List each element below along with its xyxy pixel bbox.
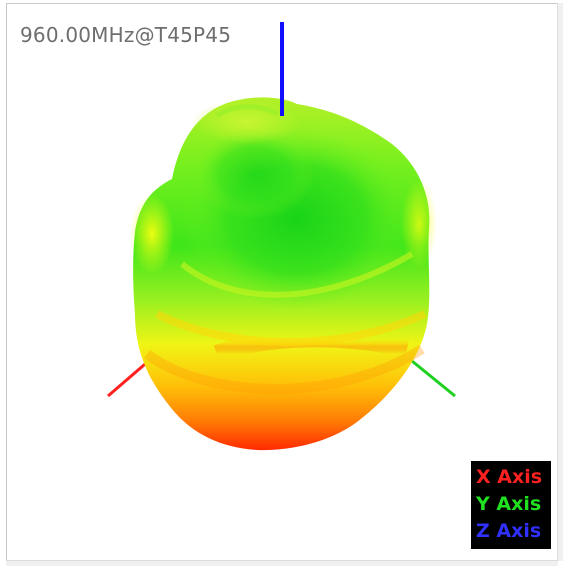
3d-radiation-pattern-render[interactable] [7, 4, 557, 560]
legend-z-axis: Z Axis [476, 520, 542, 542]
radiation-pattern-viewport[interactable]: 960.00MHz@T45P45 X Axis Y Axis Z Axis [6, 3, 558, 561]
axis-legend: X Axis Y Axis Z Axis [471, 461, 551, 549]
legend-x-axis: X Axis [476, 466, 543, 488]
legend-y-axis: Y Axis [476, 493, 542, 515]
vertical-scrollbar[interactable] [557, 3, 563, 561]
frequency-label: 960.00MHz@T45P45 [20, 23, 232, 47]
horizontal-scrollbar[interactable] [6, 560, 558, 566]
